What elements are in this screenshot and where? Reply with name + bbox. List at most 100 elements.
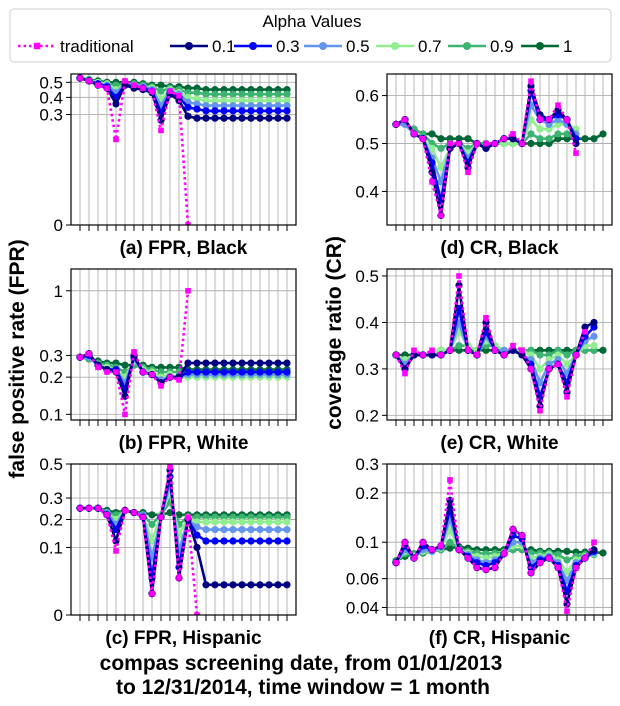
data-point [447, 347, 453, 354]
data-point [474, 564, 480, 571]
data-point [555, 361, 561, 368]
data-point [465, 555, 471, 561]
data-point [528, 78, 534, 84]
series-group [392, 78, 607, 220]
data-point [528, 366, 534, 372]
series-line [394, 478, 596, 613]
data-point [283, 537, 291, 545]
data-point [202, 90, 210, 98]
data-point [184, 359, 192, 367]
data-point [265, 525, 273, 534]
data-point [77, 505, 83, 512]
data-point [229, 102, 237, 110]
data-point [95, 505, 101, 512]
panel-e-cr-white: 0.2 0.3 0.4 0.5 (e) CR, White [355, 267, 613, 454]
legend-label: traditional [60, 37, 134, 56]
series-group [392, 477, 607, 614]
data-point [256, 525, 264, 534]
data-point [229, 581, 237, 589]
data-point [554, 130, 562, 138]
data-point [501, 551, 507, 557]
data-point [546, 366, 552, 372]
series-line [80, 465, 199, 615]
data-point [456, 546, 462, 553]
plot-frame [386, 268, 613, 421]
data-point [536, 125, 544, 133]
data-point [573, 150, 579, 156]
data-point [464, 135, 472, 143]
data-point [429, 179, 435, 185]
data-point [536, 351, 544, 359]
panel-title: (c) FPR, Hispanic [105, 628, 262, 649]
data-point [211, 107, 219, 115]
data-point [158, 383, 164, 389]
data-point [265, 102, 273, 110]
data-point [220, 359, 228, 367]
panel-title: (d) CR, Black [440, 238, 559, 259]
data-point [447, 477, 453, 483]
data-point [474, 352, 480, 358]
data-point [256, 97, 264, 105]
data-point [247, 102, 255, 110]
data-point [456, 273, 462, 279]
data-point [158, 127, 164, 134]
data-point [193, 531, 201, 539]
data-point [256, 537, 264, 545]
plot-frame [386, 463, 613, 616]
series-group [76, 464, 291, 615]
data-point [229, 107, 237, 115]
series-group [76, 74, 291, 225]
data-point [185, 222, 191, 225]
data-point [537, 116, 543, 123]
data-point [247, 107, 255, 115]
data-point [238, 359, 246, 367]
data-point [112, 100, 120, 108]
y-tick-label: 0.3 [39, 105, 63, 124]
data-point [202, 368, 210, 376]
data-point [527, 139, 535, 148]
data-point [438, 352, 444, 358]
data-point [176, 377, 182, 383]
data-point [483, 140, 489, 147]
data-point [274, 537, 282, 545]
panel-d-cr-black: 0.4 0.5 0.6 (d) CR, Black [355, 73, 613, 259]
data-point [420, 135, 426, 142]
data-point [185, 287, 191, 294]
data-point [86, 505, 92, 512]
data-point [582, 555, 588, 561]
data-point [265, 359, 273, 367]
data-point [429, 347, 435, 354]
data-point [536, 365, 544, 373]
data-point [438, 543, 444, 549]
panel-title: (b) FPR, White [119, 433, 249, 454]
data-point [211, 359, 219, 367]
data-point [563, 547, 571, 555]
legend-marker [319, 42, 327, 50]
data-point [256, 102, 264, 110]
data-point [211, 537, 219, 545]
series-traditional [393, 78, 579, 219]
data-point [247, 537, 255, 545]
series-group [392, 273, 607, 414]
legend-marker [391, 42, 399, 50]
data-point [238, 581, 246, 589]
data-point [563, 351, 571, 359]
data-point [573, 564, 579, 571]
data-point [393, 352, 399, 358]
data-point [455, 342, 463, 350]
data-point [193, 543, 201, 552]
data-point [229, 97, 237, 105]
data-point [411, 555, 417, 561]
data-point [238, 368, 246, 376]
y-tick-label: 0.1 [39, 538, 63, 557]
data-point [184, 368, 192, 376]
data-point [428, 351, 436, 359]
data-point [149, 88, 155, 94]
data-point [220, 518, 228, 526]
data-point [456, 140, 462, 147]
plot-frame [386, 73, 613, 226]
data-point [131, 82, 137, 89]
legend-items: traditional 0.1 0.3 0.5 0.7 0.9 1 [18, 37, 572, 56]
data-point [483, 314, 489, 321]
data-point [563, 360, 571, 368]
